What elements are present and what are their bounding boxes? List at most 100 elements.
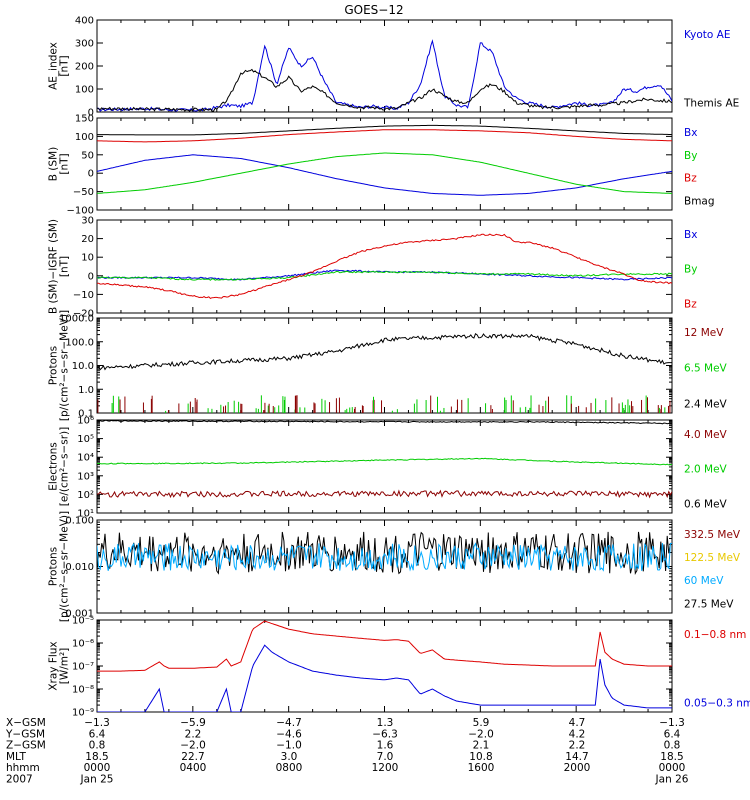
y-tick-label: 10⁻⁸ xyxy=(72,685,94,696)
legend-entry: By xyxy=(684,264,697,276)
orbit-value: 7.0 xyxy=(377,751,394,763)
y-tick-label: 50 xyxy=(81,150,94,161)
panel-data xyxy=(97,620,672,712)
y-tick-label: 400 xyxy=(75,16,94,27)
legend-entry: Bx xyxy=(684,127,697,139)
orbit-value: −4.6 xyxy=(276,728,302,740)
legend-entry: Bz xyxy=(684,173,697,185)
orbit-value: 2.1 xyxy=(473,740,490,752)
orbit-value: 0.8 xyxy=(664,740,681,752)
y-tick-label: 0 xyxy=(88,108,94,119)
orbit-value: 1.6 xyxy=(377,740,394,752)
panel-frame xyxy=(96,419,673,514)
y-tick-label: −10 xyxy=(73,290,94,301)
orbit-value: 1.3 xyxy=(377,717,394,729)
panel-bigrf: −20 −10 0 10 20 30 B (SM)−IGRF (SM) [nT] Bx By Bz xyxy=(48,216,698,320)
orbit-value: 0.8 xyxy=(89,740,106,752)
y-tick-label: 0 xyxy=(88,271,94,282)
orbit-value: −6.3 xyxy=(372,728,398,740)
y-axis-label: B (SM)−IGRF (SM) xyxy=(48,219,60,314)
series-line-60-mev xyxy=(97,542,672,572)
y-tick-label: −20 xyxy=(73,309,94,320)
y-tick-label: 200 xyxy=(75,62,94,73)
panel-data xyxy=(97,124,672,196)
series-line-themis-ae xyxy=(97,68,672,112)
legend-entry: 2.0 MeV xyxy=(684,464,728,476)
orbit-value: 2.2 xyxy=(185,728,202,740)
y-tick-label: 10⁻⁶ xyxy=(72,639,94,650)
series-line-bx xyxy=(97,269,672,281)
y-tick-label: 100.0 xyxy=(65,337,94,348)
series-line-bmag xyxy=(97,124,672,136)
orbit-value: 1200 xyxy=(372,762,399,774)
y-axis-label: [nT] xyxy=(59,55,71,76)
y-tick-label: 10³ xyxy=(77,471,94,482)
legend-entry: 0.6 MeV xyxy=(684,498,728,510)
panel-frame xyxy=(96,519,673,614)
series-line-2-0-mev xyxy=(97,457,672,466)
y-tick-label: 20 xyxy=(81,234,94,245)
orbit-value: 5.9 xyxy=(473,717,490,729)
y-axis-label: B (SM) xyxy=(48,147,60,181)
series-line-0-6-mev xyxy=(97,420,672,425)
orbit-value: 18.5 xyxy=(660,751,683,763)
orbit-value: 0000 xyxy=(659,762,686,774)
panel-data xyxy=(97,39,672,112)
y-tick-label: 1000.0 xyxy=(59,314,94,325)
orbit-value: 10.8 xyxy=(469,751,492,763)
legend-entry: Bmag xyxy=(684,195,715,207)
orbit-value: −2.0 xyxy=(180,740,206,752)
legend-entry: Kyoto AE xyxy=(684,29,730,41)
orbit-value: 14.7 xyxy=(565,751,588,763)
orbit-row-label: hhmm xyxy=(6,762,40,774)
y-tick-label: −50 xyxy=(73,187,94,198)
series-line-bz xyxy=(97,129,672,143)
y-tick-label: 10 xyxy=(81,253,94,264)
orbit-row-label: Y−GSM xyxy=(5,728,45,740)
panel-ae: 0 100 200 300 400 AE_index [nT] Kyoto AE Themis … xyxy=(48,16,740,119)
panel-data xyxy=(97,531,672,575)
orbit-value: 2000 xyxy=(564,762,591,774)
series-line-0-1-0-8-nm xyxy=(97,620,672,672)
legend-entry: 122.5 MeV xyxy=(684,552,741,564)
y-tick-label: 10⁻⁷ xyxy=(72,662,94,673)
panel-data xyxy=(97,333,672,413)
legend-entry: 2.4 MeV xyxy=(684,398,728,410)
legend-entry: 0.1−0.8 nm xyxy=(684,629,746,641)
series-line-bx xyxy=(97,154,672,196)
y-axis-label: [W/m²] xyxy=(59,648,71,685)
panel-frame xyxy=(96,219,673,314)
y-tick-label: 100 xyxy=(75,132,94,143)
orbit-value: 6.4 xyxy=(89,728,106,740)
y-axis-label: Xray Flux xyxy=(48,641,60,690)
y-axis-label: Protons xyxy=(48,547,60,586)
y-tick-label: 0.1 xyxy=(78,409,94,420)
orbit-row-label: Z−GSM xyxy=(6,740,46,752)
panel-bsm: −100 −50 0 50 100 150 B (SM) [nT] Bx By Bz Bmag xyxy=(48,114,715,217)
orbit-value: −2.0 xyxy=(468,728,494,740)
legend-entry: Bz xyxy=(684,298,697,310)
orbit-value: 2.2 xyxy=(569,740,586,752)
series-line-bz xyxy=(97,233,672,299)
orbit-value: 22.7 xyxy=(181,751,204,763)
orbit-value: 4.7 xyxy=(569,717,586,729)
panel-xray: 10⁻⁹ 10⁻⁸ 10⁻⁷ 10⁻⁶ 10⁻⁵ Xray Flux [W/m²] 0.1−0… xyxy=(48,616,750,719)
panel-hiprotons: 0.001 0.010 0.100 Protons [p/(cm²−s−sr−MeV)]… xyxy=(48,511,741,622)
y-tick-label: 10⁴ xyxy=(77,453,94,464)
panel-data xyxy=(97,420,672,499)
legend-entry: 12 MeV xyxy=(684,327,724,339)
orbit-value: 0400 xyxy=(180,762,207,774)
chart-title: GOES−12 xyxy=(344,3,403,17)
y-tick-label: 0.001 xyxy=(65,609,94,620)
y-tick-label: 0.100 xyxy=(65,516,94,527)
y-tick-label: 10⁵ xyxy=(77,434,94,445)
y-tick-label: 10⁻⁹ xyxy=(72,708,94,719)
orbit-value: −1.3 xyxy=(84,717,110,729)
y-tick-label: 10.0 xyxy=(72,361,94,372)
y-axis-label: Protons xyxy=(48,346,60,385)
orbit-value: 6.4 xyxy=(664,728,681,740)
orbit-value: Jan 26 xyxy=(655,774,689,786)
y-axis-label: [nT] xyxy=(59,153,71,174)
y-axis-label: [nT] xyxy=(59,256,71,277)
